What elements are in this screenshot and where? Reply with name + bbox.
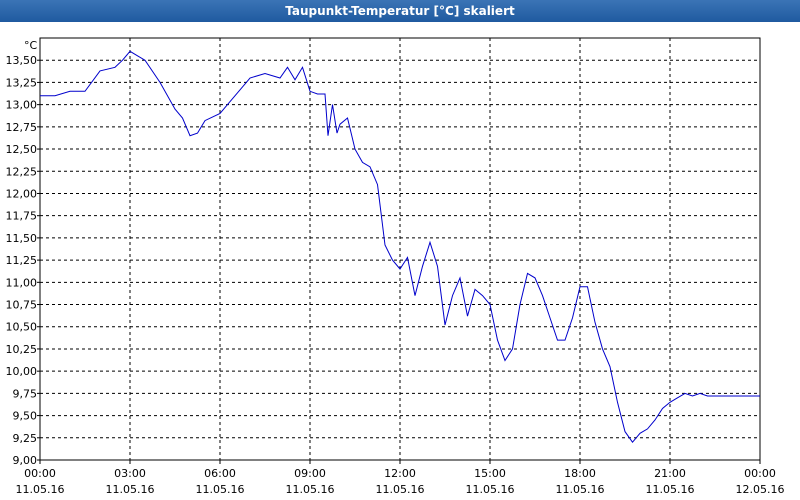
- x-tick-date-label: 11.05.16: [286, 483, 335, 496]
- y-tick-label: 11,50: [6, 232, 38, 245]
- x-tick-time-label: 06:00: [204, 467, 236, 480]
- x-tick-time-label: 15:00: [474, 467, 506, 480]
- y-tick-label: 11,25: [6, 254, 38, 267]
- y-axis-unit-label: °C: [24, 39, 38, 52]
- x-tick-time-label: 21:00: [654, 467, 686, 480]
- x-tick-date-label: 11.05.16: [16, 483, 65, 496]
- x-tick-date-label: 11.05.16: [646, 483, 695, 496]
- y-tick-label: 10,75: [6, 299, 38, 312]
- y-tick-label: 10,25: [6, 343, 38, 356]
- y-tick-label: 9,75: [13, 387, 38, 400]
- series-line-dewpoint: [40, 50, 760, 444]
- dewpoint-chart: 9,00 9,25 9,50 9,75 10,00 10,25 10,50 10,75 11,0…: [6, 37, 785, 496]
- x-tick-date-label: 12.05.16: [736, 483, 785, 496]
- y-tick-label: 13,25: [6, 76, 38, 89]
- x-tick-time-label: 18:00: [564, 467, 596, 480]
- y-tick-label: 13,50: [6, 54, 38, 67]
- y-tick-label: 9,50: [13, 410, 38, 423]
- x-tick-time-label: 12:00: [384, 467, 416, 480]
- y-tick-label: 12,00: [6, 187, 38, 200]
- x-tick-date-label: 11.05.16: [556, 483, 605, 496]
- y-tick-labels: 9,00 9,25 9,50 9,75 10,00 10,25 10,50 10,75 11,0…: [6, 54, 38, 467]
- y-tick-label: 11,00: [6, 276, 38, 289]
- x-tick-date-label: 11.05.16: [466, 483, 515, 496]
- y-tick-label: 13,00: [6, 99, 38, 112]
- y-tick-label: 9,00: [13, 454, 38, 467]
- axes: [37, 37, 761, 464]
- plot-frame: [39, 37, 761, 461]
- x-tick-time-label: 09:00: [294, 467, 326, 480]
- chart-title: Taupunkt-Temperatur [°C] skaliert: [0, 0, 800, 22]
- x-tick-time-label: 00:00: [24, 467, 56, 480]
- x-tick-time-label: 03:00: [114, 467, 146, 480]
- y-tick-label: 12,75: [6, 121, 38, 134]
- y-tick-label: 12,25: [6, 165, 38, 178]
- y-tick-label: 9,25: [13, 432, 38, 445]
- y-tick-label: 11,75: [6, 210, 38, 223]
- y-tick-label: 12,50: [6, 143, 38, 156]
- y-tick-label: 10,50: [6, 321, 38, 334]
- grid-lines: [40, 38, 760, 461]
- x-tick-date-label: 11.05.16: [106, 483, 155, 496]
- x-tick-date-label: 11.05.16: [376, 483, 425, 496]
- x-tick-labels: 00:00 11.05.16 03:00 11.05.16 06:00 11.05.16 0…: [16, 467, 785, 496]
- x-tick-time-label: 00:00: [744, 467, 776, 480]
- y-tick-label: 10,00: [6, 365, 38, 378]
- x-tick-date-label: 11.05.16: [196, 483, 245, 496]
